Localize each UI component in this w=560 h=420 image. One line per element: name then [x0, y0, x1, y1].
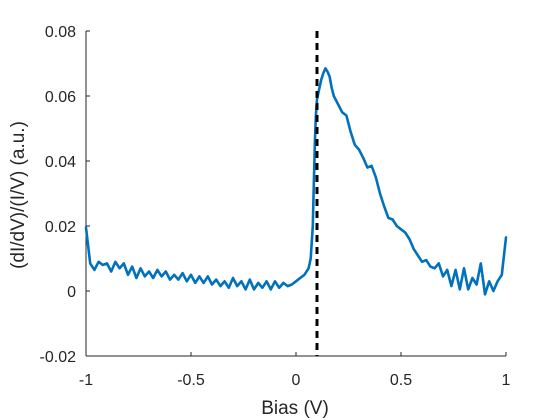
y-tick-label: 0.08 — [45, 24, 76, 41]
y-axis-title: (dI/dV)/(I/V) (a.u.) — [8, 121, 29, 269]
x-tick-label: 0.5 — [390, 372, 412, 389]
y-tick-label: 0.06 — [45, 89, 76, 106]
x-tick-label: 1 — [502, 372, 511, 389]
y-tick-label: 0.02 — [45, 219, 76, 236]
x-tick-label: -1 — [79, 372, 93, 389]
y-axis-ticks: -0.02 0 0.02 0.04 0.06 0.08 — [40, 24, 90, 366]
x-tick-label: -0.5 — [177, 372, 205, 389]
conductance-series-line — [84, 67, 508, 296]
x-tick-label: 0 — [292, 372, 301, 389]
x-axis-title: Bias (V) — [261, 398, 329, 419]
x-axis-ticks: -1 -0.5 0 0.5 1 — [79, 352, 511, 389]
y-tick-label: 0.04 — [45, 154, 76, 171]
y-tick-label: 0 — [67, 284, 76, 301]
y-tick-label: -0.02 — [40, 349, 77, 366]
